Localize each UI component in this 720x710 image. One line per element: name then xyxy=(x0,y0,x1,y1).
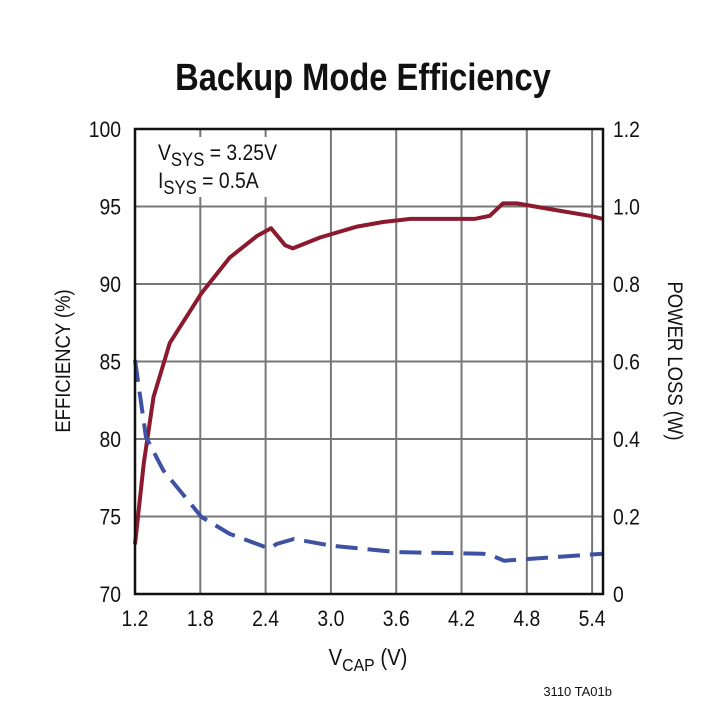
y-tick-label: 80 xyxy=(99,428,121,452)
x-tick-label: 2.4 xyxy=(252,607,279,631)
annotation: VSYS = 3.25V ISYS = 0.5A xyxy=(150,137,300,198)
power-loss-line xyxy=(133,359,604,563)
series-group xyxy=(133,201,604,563)
footnote: 3110 TA01b xyxy=(543,684,612,699)
annotation-vsys: VSYS = 3.25V xyxy=(158,141,277,170)
chart-title: Backup Mode Efficiency xyxy=(175,56,551,99)
y2-tick-label: 1.0 xyxy=(613,195,640,219)
y-axis-label: EFFICIENCY (%) xyxy=(52,289,75,432)
y2-tick-label: 0.8 xyxy=(613,273,640,297)
efficiency-line xyxy=(133,201,604,545)
y2-tick-label: 0.2 xyxy=(613,505,640,529)
plot-frame xyxy=(133,127,605,596)
y2-tick-label: 0 xyxy=(613,583,624,607)
y-tick-label: 100 xyxy=(89,118,121,142)
annotation-isys: ISYS = 0.5A xyxy=(158,169,259,198)
y2-tick-label: 1.2 xyxy=(613,118,640,142)
y2-tick-label: 0.4 xyxy=(613,428,640,452)
x-tick-label: 1.2 xyxy=(122,607,149,631)
tick-labels: 1.2 1.8 2.4 3.0 3.6 4.2 4.8 5.4 70 75 80 85 90 95 100 0… xyxy=(89,118,640,631)
y-tick-label: 75 xyxy=(99,505,121,529)
y-tick-label: 70 xyxy=(99,583,121,607)
y2-axis-label: POWER LOSS (W) xyxy=(663,281,686,440)
x-tick-label: 5.4 xyxy=(579,607,606,631)
x-tick-label: 3.6 xyxy=(383,607,410,631)
x-axis-label: VCAP (V) xyxy=(329,644,408,675)
y-tick-label: 85 xyxy=(99,350,121,374)
x-tick-label: 3.0 xyxy=(317,607,344,631)
y-tick-label: 90 xyxy=(99,273,121,297)
grid xyxy=(135,129,603,594)
y-tick-label: 95 xyxy=(99,195,121,219)
y2-tick-label: 0.6 xyxy=(613,350,640,374)
x-tick-label: 4.2 xyxy=(448,607,475,631)
x-tick-label: 1.8 xyxy=(187,607,214,631)
x-tick-label: 4.8 xyxy=(513,607,540,631)
